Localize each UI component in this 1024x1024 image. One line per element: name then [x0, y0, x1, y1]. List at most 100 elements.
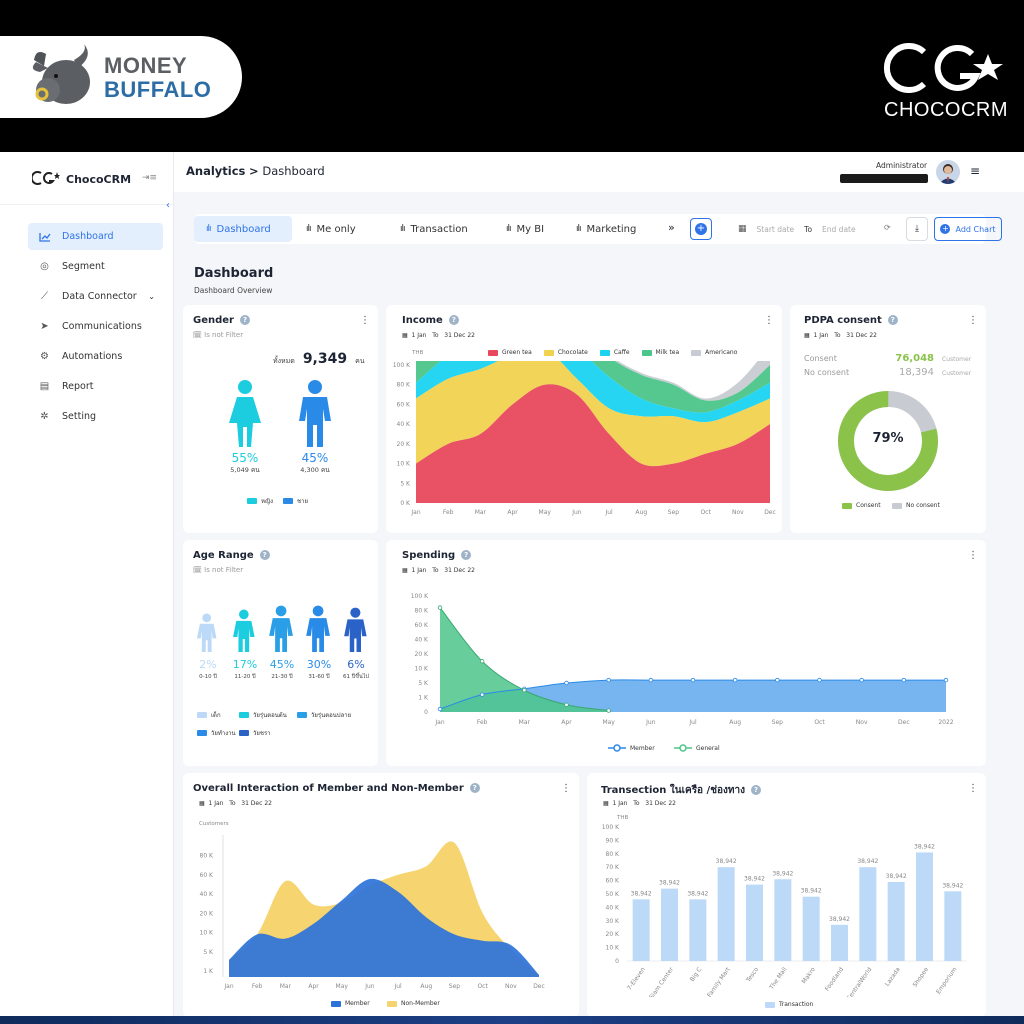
end-date-input[interactable]: End date — [822, 224, 856, 234]
help-icon[interactable]: ? — [239, 315, 250, 325]
area-series-americano — [614, 361, 770, 401]
divider — [0, 204, 174, 205]
bar — [831, 924, 848, 961]
x-tick-label: The Mall — [768, 966, 789, 992]
user-role: Administrator — [876, 161, 928, 170]
card-title: Overall Interaction of Member and Non-Me… — [193, 783, 480, 794]
tab-transaction[interactable]: ılı Transaction — [400, 223, 468, 235]
bar-data-label: 38,942 — [829, 916, 850, 923]
date-range: ▦ 1 Jan To 31 Dec 22 — [199, 800, 272, 807]
x-tick-label: Family Mart — [706, 966, 732, 997]
x-tick-label: Oct — [477, 983, 488, 990]
x-tick-label: Apr — [561, 719, 572, 726]
x-tick-label: Makro — [801, 966, 817, 985]
help-icon[interactable]: ? — [448, 315, 459, 325]
transection-card: Transection ในเครือ /ช่องทาง? ⋮ ▦ 1 Jan … — [587, 773, 986, 1016]
tab-dashboard[interactable]: ılı Dashboard — [194, 216, 292, 242]
x-tick-label: Lazada — [884, 966, 902, 988]
money-buffalo-badge — [0, 36, 242, 118]
help-icon[interactable]: ? — [469, 783, 480, 793]
y-tick-label: 50 K — [606, 891, 621, 898]
tab-marketing[interactable]: ılı Marketing — [576, 223, 637, 235]
y-tick-label: 100 K — [602, 824, 620, 831]
legend-item: วัยรุ่นตอนปลาย — [297, 710, 351, 720]
user-name-redacted — [840, 174, 928, 183]
x-tick-label: Apr — [507, 509, 518, 516]
bar-data-label: 38,942 — [716, 858, 737, 865]
x-tick-label: Foodland — [824, 966, 846, 993]
bar-chart-icon: ılı — [506, 224, 511, 234]
sidebar-item-setting[interactable]: ✲ Setting — [28, 403, 163, 430]
sidebar-item-report[interactable]: ▤ Report — [39, 381, 94, 392]
y-tick-label: 10 K — [200, 930, 215, 937]
x-tick-label: Feb — [443, 509, 454, 516]
breadcrumb-current: Dashboard — [262, 164, 325, 178]
hamburger-menu-icon[interactable]: ≡ — [970, 164, 981, 178]
tab-my-bi[interactable]: ılı My BI — [506, 223, 545, 235]
bar — [746, 884, 763, 961]
member-point — [606, 677, 611, 683]
interaction-chart: 1 K 5 K 10 K 20 K 40 K 60 K 80 K Jan Feb Mar Apr Ma… — [200, 835, 545, 990]
x-tick-label: 7-Eleven — [626, 966, 647, 992]
page-title: Dashboard — [194, 266, 274, 281]
person-head — [312, 605, 324, 616]
card-menu-icon[interactable]: ⋮ — [968, 550, 978, 561]
help-icon[interactable]: ? — [750, 785, 761, 795]
tab-me-only[interactable]: ılı Me only — [306, 223, 356, 235]
card-menu-icon[interactable]: ⋮ — [764, 315, 774, 326]
card-title: Spending? — [402, 550, 472, 561]
card-menu-icon[interactable]: ⋮ — [968, 315, 978, 326]
bar — [661, 888, 678, 961]
start-date-input[interactable]: Start date — [756, 224, 795, 234]
general-point — [606, 708, 611, 713]
card-title: PDPA consent? — [804, 315, 898, 326]
person-head — [202, 613, 212, 623]
sidebar-toggle-icon[interactable]: ⇥≡ — [142, 173, 158, 183]
card-menu-icon[interactable]: ⋮ — [360, 315, 370, 326]
y-tick-label: 40 K — [397, 421, 412, 428]
add-chart-button[interactable]: + Add Chart — [934, 217, 1002, 241]
member-point — [564, 680, 569, 686]
sidebar-item-communications[interactable]: ➤ Communications — [28, 313, 163, 340]
x-tick-label: Jan — [434, 719, 444, 726]
refresh-icon[interactable]: ⟳ — [884, 223, 891, 232]
download-icon: ⤓ — [915, 224, 919, 234]
date-range: ▦ 1 Jan To 31 Dec 22 — [603, 800, 676, 807]
legend-member: Member — [331, 1000, 370, 1007]
member-point — [648, 677, 654, 683]
legend-item: วัยชรา — [239, 728, 271, 738]
sidebar-item-data-connector[interactable]: ⟋ Data Connector ⌄ — [28, 283, 163, 310]
transection-bar-chart: 0 10 K 20 K 30 K 40 K 50 K 60 K 70 K 80 K 90 K 100… — [602, 824, 967, 997]
help-icon[interactable]: ? — [461, 550, 472, 560]
card-menu-icon[interactable]: ⋮ — [968, 783, 978, 794]
person-body — [269, 617, 293, 652]
x-tick-label: Jul — [604, 509, 613, 516]
tabs-more-icon[interactable]: » — [668, 221, 675, 234]
sidebar-item-automations[interactable]: ⚙ Automations — [28, 343, 163, 370]
sidebar-item-dashboard[interactable]: Dashboard — [28, 223, 163, 250]
bar-chart-icon: ılı — [206, 224, 211, 234]
bar — [689, 899, 707, 961]
y-tick-label: 70 K — [606, 864, 621, 871]
y-tick-label: 80 K — [606, 851, 621, 858]
download-button[interactable]: ⤓ — [906, 217, 928, 241]
avatar[interactable] — [936, 160, 960, 184]
legend-non-member: Non-Member — [387, 1000, 440, 1007]
legend-item: Americano — [691, 349, 737, 356]
breadcrumb-root[interactable]: Analytics — [186, 164, 246, 178]
card-menu-icon[interactable]: ⋮ — [561, 783, 571, 794]
x-tick-label: Nov — [732, 509, 744, 516]
add-tab-button[interactable]: + — [690, 218, 712, 240]
y-tick-label: 20 K — [606, 931, 621, 938]
sidebar-item-segment[interactable]: ◎ Segment — [28, 253, 163, 280]
segment-icon: ◎ — [40, 261, 49, 272]
chococrm-logo-icon — [883, 43, 1003, 93]
date-range-picker[interactable]: ▦ Start date To End date — [738, 217, 888, 241]
help-icon[interactable]: ? — [887, 315, 898, 325]
help-icon[interactable]: ? — [259, 550, 270, 560]
age-group: 45% 21-30 ปี — [265, 658, 299, 681]
person-icon — [197, 613, 217, 652]
collapse-chevron-icon[interactable]: ‹ — [166, 200, 170, 211]
income-legend: Green tea Chocolate Caffe Milk tea Americano — [488, 349, 737, 356]
y-tick-label: 20 K — [415, 651, 430, 658]
